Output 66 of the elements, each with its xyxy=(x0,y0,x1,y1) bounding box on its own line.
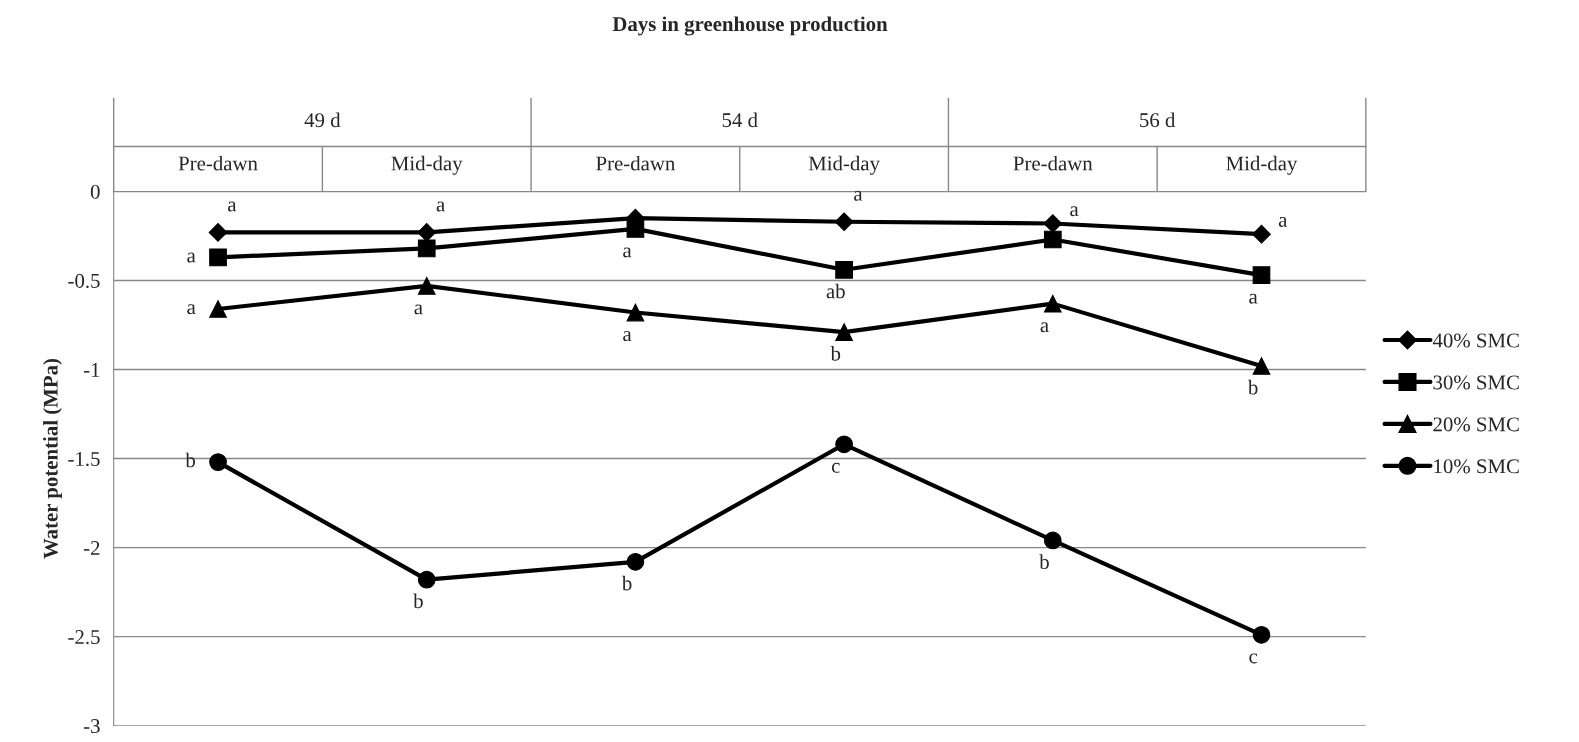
point xyxy=(209,300,227,318)
legend-label: 10% SMC xyxy=(1434,459,1519,474)
data-label: a xyxy=(1070,206,1079,217)
data-label: a xyxy=(1278,216,1288,227)
y-tick-label: -2.5 xyxy=(68,630,100,645)
point xyxy=(1043,531,1062,550)
data-label: b xyxy=(413,593,423,609)
data-label: a xyxy=(187,304,196,315)
point xyxy=(209,453,227,471)
data-label: a xyxy=(623,331,632,342)
data-label: ab xyxy=(826,283,845,299)
y-tick-label: -3 xyxy=(83,719,100,734)
data-label: c xyxy=(831,462,840,473)
x-tick-label: Pre-dawn xyxy=(178,155,258,171)
legend-label: 40% SMC xyxy=(1432,333,1519,348)
data-label: a xyxy=(1040,322,1049,333)
point xyxy=(835,435,853,454)
point xyxy=(417,223,437,242)
data-label: a xyxy=(1249,293,1258,304)
data-label: c xyxy=(1249,653,1258,664)
data-label: a xyxy=(623,247,632,258)
y-tick-label: -1 xyxy=(83,362,100,377)
legend-label: 20% SMC xyxy=(1433,417,1519,432)
y-tick-label: -0.5 xyxy=(68,273,100,288)
y-tick-label: -1.5 xyxy=(68,452,100,467)
x-tick-label: Mid-day xyxy=(391,155,463,175)
chart-title: Days in greenhouse production xyxy=(612,16,888,36)
point xyxy=(209,248,227,267)
point xyxy=(835,260,853,279)
text: 54 d xyxy=(722,112,758,128)
data-label: b xyxy=(1247,379,1258,395)
point xyxy=(626,219,645,238)
x-tick-label: Pre-dawn xyxy=(1013,155,1093,171)
point xyxy=(1252,626,1271,644)
data-label: a xyxy=(854,190,863,201)
point xyxy=(835,323,853,341)
point xyxy=(1252,266,1271,284)
x-tick-label: Pre-dawn xyxy=(596,155,676,171)
point xyxy=(1043,230,1062,249)
point xyxy=(417,570,436,589)
point xyxy=(626,552,645,571)
data-label: a xyxy=(414,304,423,315)
y-axis-title: Water potential (MPa) xyxy=(43,358,62,559)
point xyxy=(1252,224,1271,244)
text: 49 d xyxy=(304,112,341,128)
data-label: b xyxy=(185,452,196,468)
point xyxy=(626,303,645,322)
point xyxy=(834,212,854,232)
point xyxy=(417,239,436,258)
point xyxy=(1043,214,1063,233)
y-tick-label: 0 xyxy=(90,184,100,199)
data-label: b xyxy=(1039,554,1049,570)
y-tick-label: -2 xyxy=(83,541,100,555)
data-label: a xyxy=(228,201,237,212)
data-label: a xyxy=(436,201,445,212)
x-tick-label: Mid-day xyxy=(1226,155,1298,175)
x-tick-label: Mid-day xyxy=(808,155,880,175)
data-label: b xyxy=(830,346,841,361)
point xyxy=(1252,357,1271,375)
data-label: b xyxy=(621,575,632,591)
point xyxy=(208,223,228,242)
text: 56 d xyxy=(1140,112,1176,128)
point xyxy=(1043,294,1062,313)
data-label: a xyxy=(187,252,196,263)
legend-label: 30% SMC xyxy=(1433,375,1519,390)
point xyxy=(417,276,436,295)
